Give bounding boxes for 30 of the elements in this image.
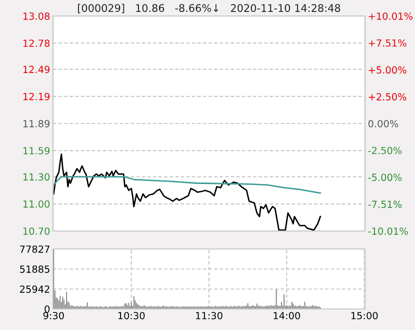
y2-tick-label: +2.50% xyxy=(368,93,406,100)
y-tick-label: 0 xyxy=(44,305,50,313)
y2-tick-label: +10.01% xyxy=(368,12,412,20)
y-tick-label: 77827 xyxy=(20,245,50,253)
y-tick-label: 10.70 xyxy=(23,227,50,235)
y-tick-label: 11.00 xyxy=(23,200,50,208)
line-series xyxy=(53,176,322,194)
x-tick-label: 14:00 xyxy=(274,312,300,320)
y2-tick-label: 0.00% xyxy=(368,120,398,128)
y2-tick-label: -5.00% xyxy=(368,174,402,182)
y2-tick-label: -10.01% xyxy=(368,227,408,235)
y2-tick-label: +7.51% xyxy=(368,39,406,47)
y2-tick-label: +5.00% xyxy=(368,66,406,74)
line-series xyxy=(53,154,322,231)
x-tick-label: 9:30 xyxy=(43,312,64,320)
y-tick-label: 11.30 xyxy=(23,173,50,181)
y-tick-label: 12.19 xyxy=(23,92,50,100)
y2-tick-label: -7.51% xyxy=(368,200,402,208)
y-tick-label: 11.59 xyxy=(23,147,50,154)
y-tick-label: 12.49 xyxy=(23,66,50,74)
y-tick-label: 12.78 xyxy=(23,40,50,47)
chart-title: [000029] 10.86 -8.66%↓ 2020-11-10 14:28:48 xyxy=(78,4,340,14)
x-tick-label: 15:00 xyxy=(351,312,378,320)
y2-tick-label: -2.50% xyxy=(368,146,402,154)
y-tick-label: 13.08 xyxy=(23,12,50,20)
x-tick-label: 10:30 xyxy=(118,312,145,320)
y-tick-label: 11.89 xyxy=(23,120,50,128)
y-tick-label: 25942 xyxy=(20,285,50,293)
x-tick-label: 11:30 xyxy=(196,312,222,320)
y-tick-label: 51885 xyxy=(20,265,50,273)
